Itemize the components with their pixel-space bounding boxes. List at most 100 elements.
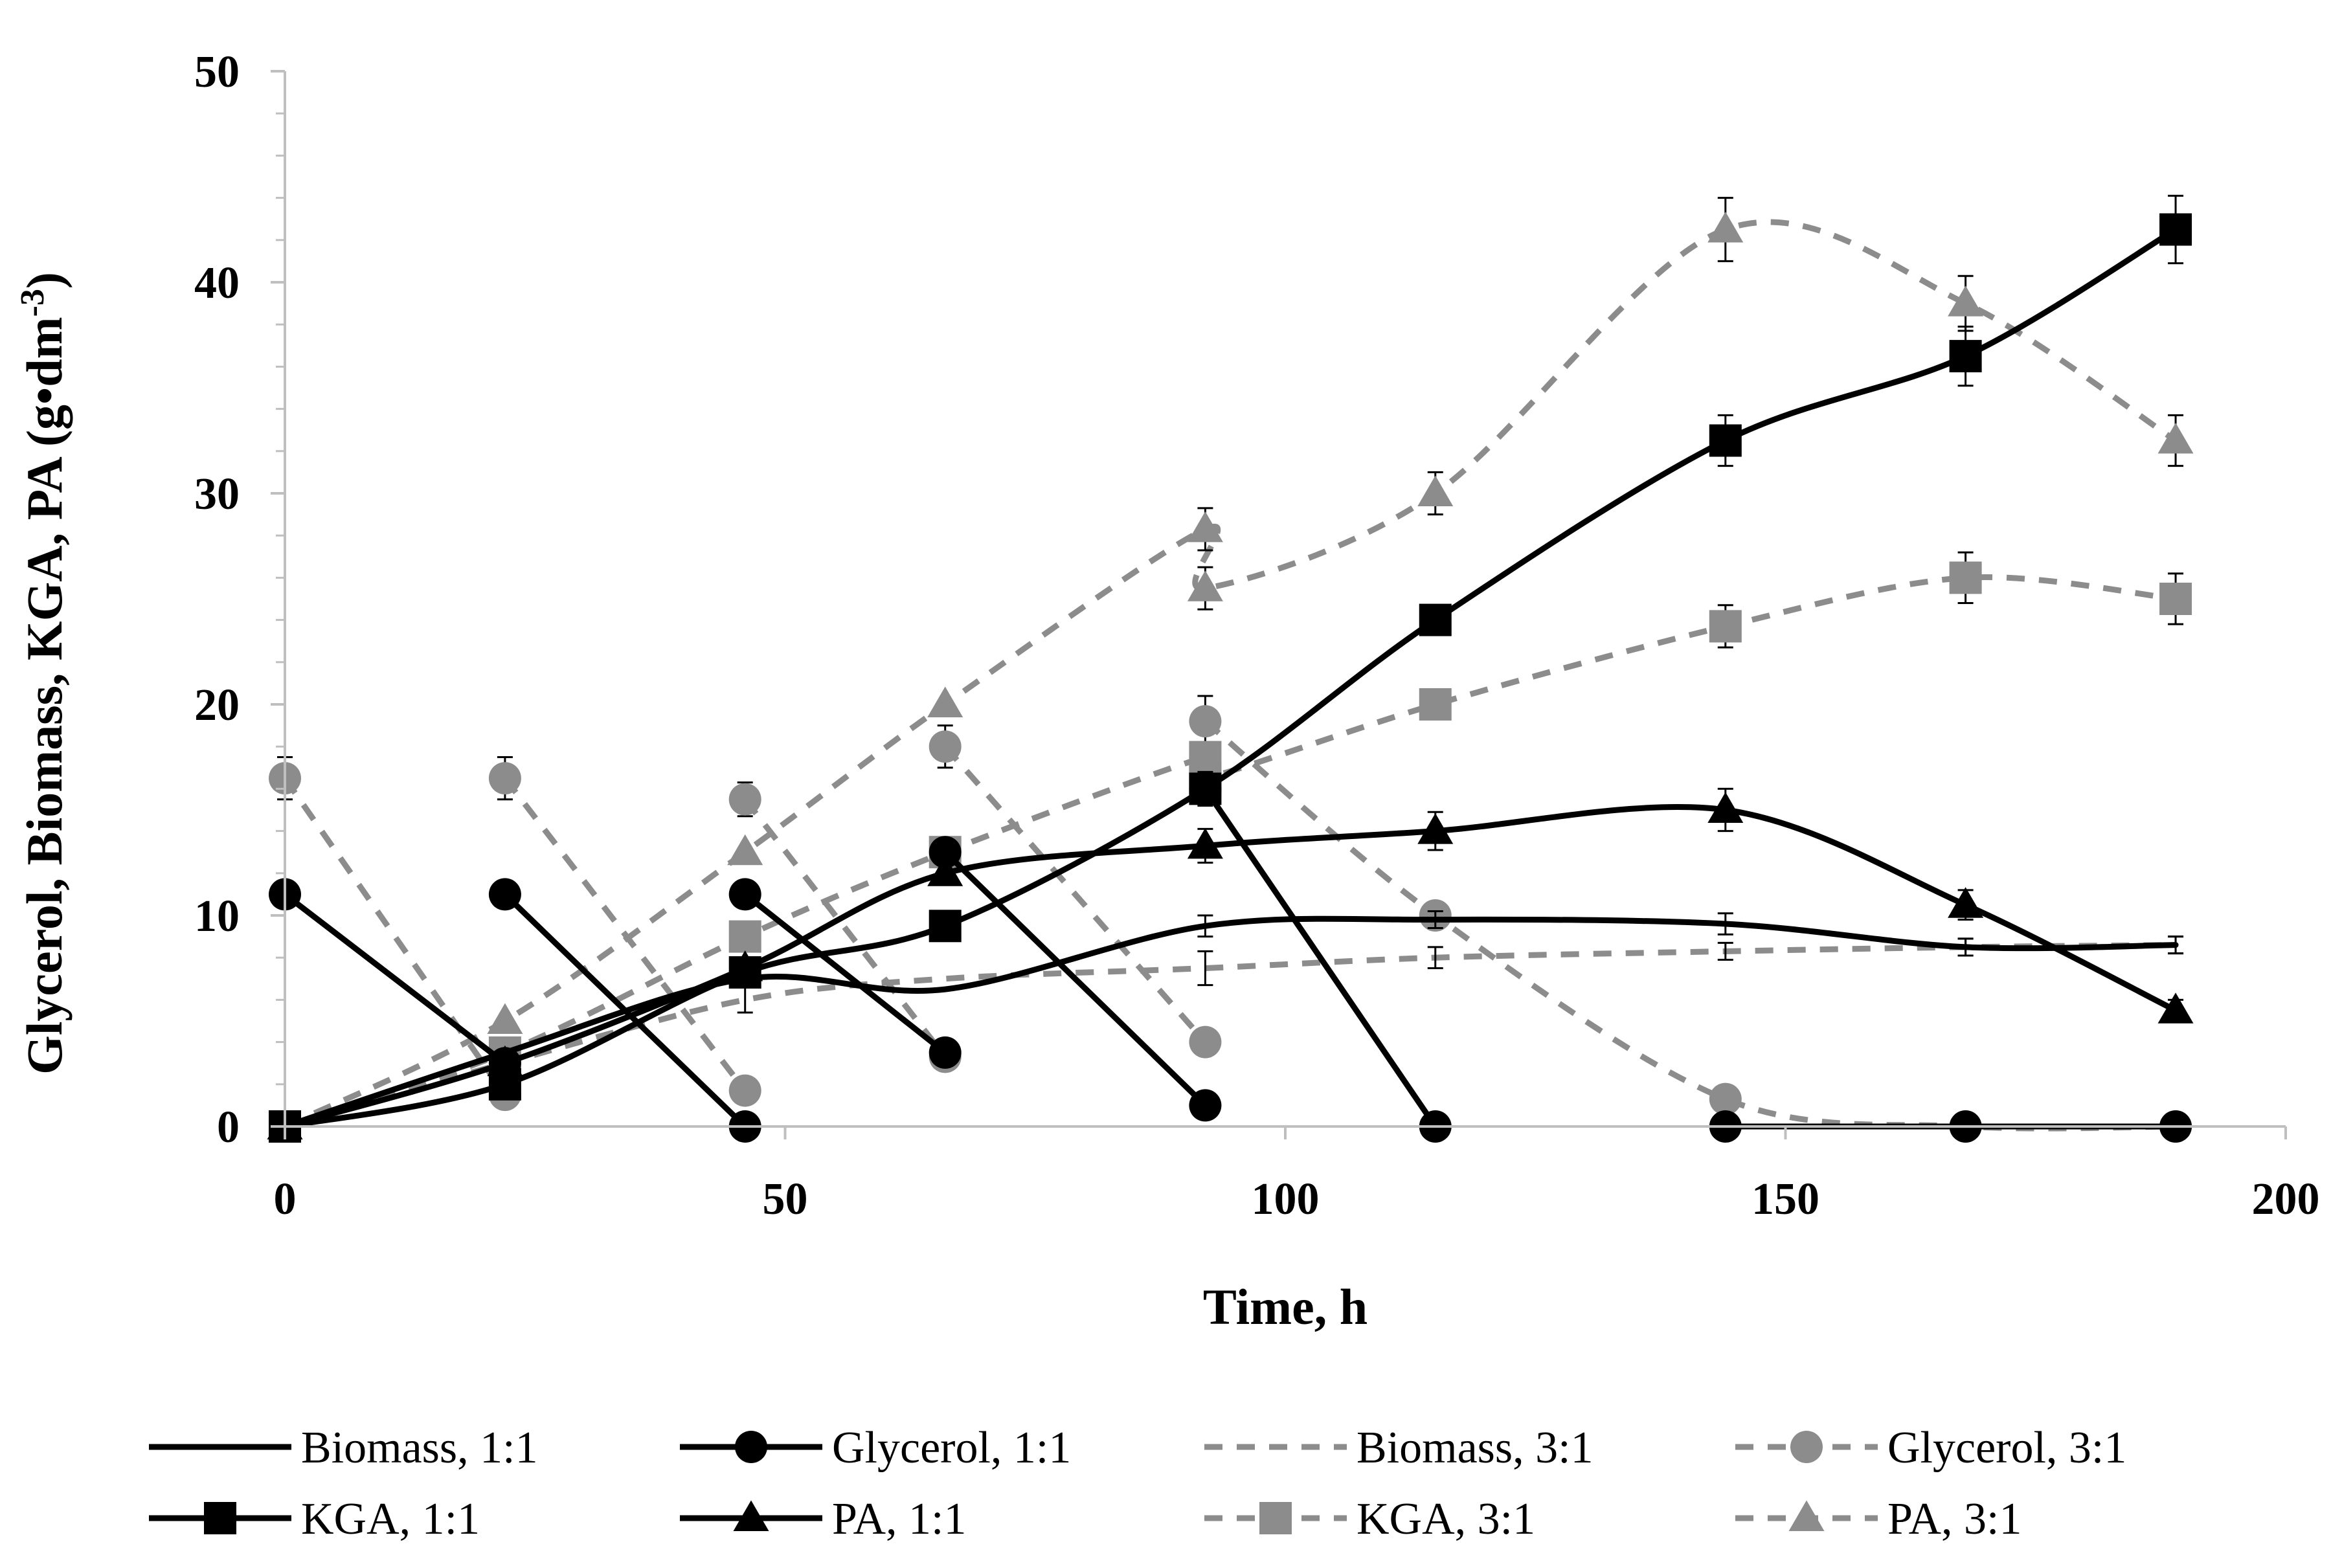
data-point-square	[1419, 688, 1452, 721]
series-biomass-1-1	[282, 910, 2184, 1130]
data-point-triangle	[1948, 887, 1984, 918]
data-point-triangle	[733, 1500, 769, 1531]
data-point-triangle	[1187, 511, 1223, 543]
series-pa-3-1	[267, 197, 2194, 1139]
data-point-square	[204, 1502, 236, 1534]
legend-item: Glycerol, 3:1	[1735, 1423, 2126, 1473]
y-tick-label: 30	[194, 469, 240, 519]
legend-label: Glycerol, 3:1	[1887, 1423, 2126, 1473]
plot-area	[267, 194, 2194, 1143]
data-point-circle	[728, 783, 761, 816]
series-line	[943, 745, 1208, 1044]
data-point-triangle	[2157, 423, 2194, 454]
legend-item: KGA, 3:1	[1204, 1494, 1535, 1544]
data-point-circle	[488, 762, 521, 795]
y-tick-label: 10	[194, 891, 240, 941]
data-point-square	[2159, 213, 2192, 246]
data-point-circle	[728, 878, 761, 911]
legend-label: Biomass, 1:1	[301, 1423, 538, 1473]
series-line	[743, 797, 948, 1059]
series-kga-3-1	[269, 551, 2192, 1143]
data-point-square	[1709, 610, 1742, 643]
data-point-circle	[929, 730, 962, 763]
x-tick-label: 50	[763, 1174, 808, 1224]
legend-item: KGA, 1:1	[149, 1494, 480, 1544]
data-point-square	[1189, 772, 1222, 805]
series-line	[942, 849, 1208, 1108]
data-point-circle	[1189, 1089, 1222, 1122]
legend-item: Biomass, 3:1	[1204, 1423, 1593, 1473]
axes: 0 10 20 30 40 50 0 50 100 150 200	[194, 47, 2320, 1224]
data-point-circle	[929, 836, 962, 869]
legend-label: PA, 3:1	[1887, 1494, 2022, 1544]
data-point-triangle	[1707, 792, 1744, 823]
data-point-circle	[929, 1036, 962, 1069]
data-point-circle	[1189, 705, 1222, 738]
legend-label: PA, 1:1	[832, 1494, 967, 1544]
data-point-square	[1419, 603, 1452, 636]
data-point-square	[1259, 1502, 1292, 1534]
data-point-triangle	[1788, 1500, 1825, 1531]
data-point-triangle	[487, 1003, 523, 1034]
data-point-triangle	[1948, 286, 1984, 317]
data-point-circle	[488, 878, 521, 911]
data-point-circle	[1790, 1431, 1823, 1463]
y-tick-label: 0	[217, 1103, 240, 1152]
data-point-triangle	[1707, 212, 1744, 243]
series-line	[502, 891, 749, 1130]
data-point-triangle	[1417, 475, 1454, 506]
y-axis-title-tail: )	[16, 272, 73, 289]
legend-item: PA, 3:1	[1735, 1494, 2022, 1544]
data-point-triangle	[727, 950, 763, 981]
legend: Biomass, 1:1 Glycerol, 1:1 Biomass, 3:1 Gly…	[149, 1423, 2126, 1544]
legend-label: Biomass, 3:1	[1357, 1423, 1593, 1473]
data-point-triangle	[2157, 992, 2194, 1024]
series-line	[282, 891, 508, 1066]
data-point-circle	[1709, 1082, 1742, 1115]
data-point-square	[728, 920, 761, 953]
series-line	[284, 942, 2176, 1130]
y-tick-label: 40	[194, 258, 240, 308]
x-tick-label: 100	[1252, 1174, 1320, 1224]
data-point-triangle	[1187, 827, 1223, 859]
series-line	[282, 803, 2179, 1130]
data-point-square	[929, 910, 962, 943]
legend-item: Biomass, 1:1	[149, 1423, 538, 1473]
legend-label: Glycerol, 1:1	[832, 1423, 1071, 1473]
data-point-square	[1949, 561, 1982, 594]
series-glycerol-1-1	[269, 772, 2192, 1143]
y-tick-label: 20	[194, 680, 240, 730]
data-point-square	[2159, 583, 2192, 615]
x-tick-label: 150	[1751, 1174, 1819, 1224]
data-point-circle	[1189, 1025, 1222, 1058]
series-line	[284, 574, 2176, 1130]
data-point-triangle	[727, 834, 763, 866]
series-line	[282, 227, 2179, 1130]
legend-label: KGA, 3:1	[1357, 1494, 1535, 1544]
series-line	[284, 219, 2178, 1130]
x-axis-title: Time, h	[1203, 1279, 1368, 1335]
y-axis-title-sup: -3	[14, 289, 51, 317]
series-line	[742, 891, 949, 1056]
data-point-triangle	[927, 686, 963, 717]
y-axis-title: Glycerol, Biomass, KGA, PA (g•dm-3)	[14, 272, 73, 1075]
series-line	[502, 776, 748, 1093]
data-point-circle	[735, 1431, 767, 1463]
y-axis-title-main: Glycerol, Biomass, KGA, PA (g•dm	[16, 317, 73, 1075]
series-line	[1202, 785, 1439, 1130]
legend-label: KGA, 1:1	[301, 1494, 480, 1544]
data-point-triangle	[1417, 813, 1454, 844]
data-point-square	[1949, 340, 1982, 373]
legend-item: Glycerol, 1:1	[680, 1423, 1071, 1473]
x-tick-label: 0	[274, 1174, 297, 1224]
data-point-circle	[728, 1074, 761, 1107]
x-tick-label: 200	[2252, 1174, 2320, 1224]
legend-item: PA, 1:1	[680, 1494, 967, 1544]
data-point-triangle	[927, 855, 963, 886]
y-tick-label: 50	[194, 47, 240, 97]
series-glycerol-3-1	[269, 695, 2192, 1143]
series-line	[282, 776, 508, 1097]
data-point-square	[1709, 424, 1742, 457]
data-point-triangle	[487, 1045, 523, 1077]
